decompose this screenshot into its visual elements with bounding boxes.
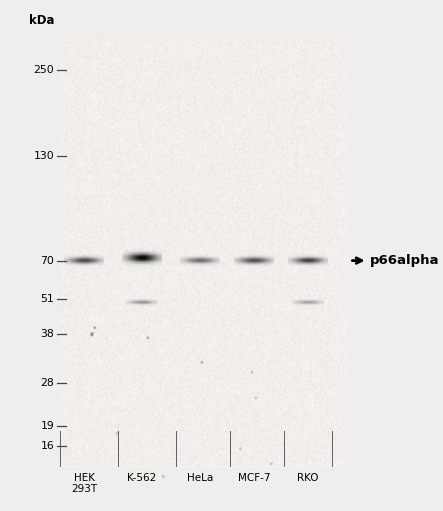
- Circle shape: [201, 361, 202, 363]
- Text: kDa: kDa: [29, 14, 54, 27]
- Text: 19: 19: [40, 421, 54, 431]
- Circle shape: [251, 371, 253, 374]
- Text: 28: 28: [40, 378, 54, 387]
- Text: 130: 130: [34, 151, 54, 161]
- Text: 250: 250: [34, 65, 54, 75]
- Text: 51: 51: [40, 294, 54, 304]
- Bar: [61, 39, 346, 467]
- Circle shape: [255, 397, 256, 399]
- Circle shape: [94, 327, 95, 329]
- Text: p66alpha: p66alpha: [370, 254, 440, 267]
- Text: MCF-7: MCF-7: [237, 473, 270, 482]
- Circle shape: [163, 476, 164, 478]
- Circle shape: [91, 333, 93, 336]
- Text: HEK
293T: HEK 293T: [71, 473, 97, 494]
- Circle shape: [116, 432, 118, 434]
- Circle shape: [271, 463, 272, 465]
- Text: 70: 70: [40, 256, 54, 266]
- Text: 16: 16: [40, 441, 54, 451]
- Text: RKO: RKO: [297, 473, 319, 482]
- Text: HeLa: HeLa: [187, 473, 213, 482]
- Circle shape: [147, 337, 149, 339]
- Text: K-562: K-562: [128, 473, 157, 482]
- Circle shape: [240, 448, 241, 450]
- Text: 38: 38: [40, 329, 54, 339]
